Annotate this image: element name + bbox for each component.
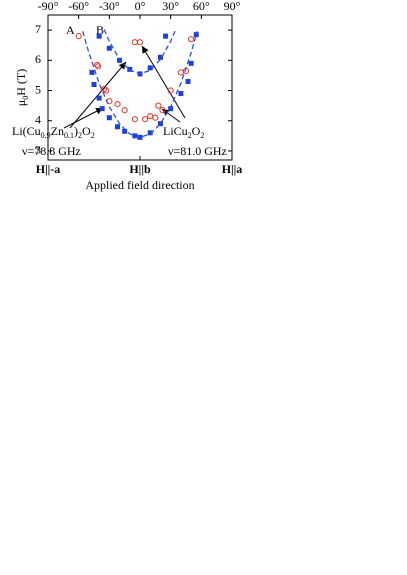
annotation-part: 2 [200, 131, 204, 140]
point [147, 130, 153, 136]
point [96, 33, 102, 39]
point [142, 116, 149, 123]
y-tick-label: 5 [35, 82, 41, 96]
x-tick-label: 0° [135, 0, 146, 13]
point [115, 124, 121, 130]
annotation-part: 2 [78, 131, 82, 140]
point [157, 121, 163, 127]
point [106, 115, 112, 121]
x-axis-title: Applied field direction [85, 178, 194, 192]
point [89, 69, 95, 75]
point [91, 81, 97, 87]
point [122, 128, 128, 134]
point [147, 65, 153, 71]
x-tick-label: H||b [129, 162, 151, 176]
point [103, 87, 110, 94]
y-tick-label: 7 [35, 22, 41, 36]
arrow [141, 45, 186, 119]
curve [82, 31, 198, 139]
annotation-part: 2 [91, 131, 95, 140]
annotation-part: 0.9 [41, 131, 51, 140]
x-tick-label: 60° [193, 0, 210, 13]
annotation-part: LiCu [163, 124, 188, 138]
annotation: A [66, 23, 75, 37]
point [152, 114, 159, 121]
annotation: Li(Cu0.9Zn0.1)2O2 [12, 124, 95, 140]
curve [103, 29, 177, 75]
annotation-part: O [192, 124, 201, 138]
y-axis-title-part: μ [14, 100, 28, 106]
annotation-part: 2 [188, 131, 192, 140]
point [114, 101, 121, 108]
point [127, 66, 133, 72]
point [131, 116, 138, 123]
annotation: ν=81.0 GHz [168, 144, 227, 158]
point [94, 63, 102, 70]
x-tick-label: H||a [222, 162, 243, 176]
point [188, 36, 195, 43]
point [163, 33, 169, 39]
annotation-part: Li(Cu [12, 124, 41, 138]
point [136, 39, 144, 46]
point [178, 91, 184, 97]
arrow [63, 107, 104, 129]
point [193, 32, 199, 38]
annotation-part: 0.1 [64, 131, 74, 140]
y-tick-label: 3 [35, 143, 41, 157]
point [155, 102, 162, 109]
point [177, 69, 184, 76]
annotation-part: Zn [51, 124, 64, 138]
point [93, 61, 101, 68]
point [147, 113, 154, 120]
y-axis-title: μ0H (T) [14, 69, 30, 106]
x-tick-label: H||-a [36, 162, 61, 176]
annotation-part: ) [74, 124, 78, 138]
point [106, 45, 112, 51]
y-axis-title-part: 0 [21, 96, 30, 100]
point [75, 33, 82, 40]
y-axis-title-part: H (T) [14, 69, 28, 96]
point [121, 107, 128, 114]
point [132, 133, 138, 139]
point [157, 54, 163, 60]
point [188, 60, 194, 66]
x-tick-label: -30° [99, 0, 120, 13]
annotation: LiCu2O2 [163, 124, 204, 140]
annotation: B [96, 23, 104, 37]
point [168, 106, 174, 112]
x-tick-label: 30° [162, 0, 179, 13]
arrow [69, 61, 127, 129]
point [99, 106, 105, 112]
y-tick-label: 6 [35, 52, 41, 66]
point [159, 107, 166, 114]
point [137, 134, 143, 140]
point [167, 87, 174, 94]
point [185, 78, 191, 84]
x-tick-label: 90° [224, 0, 241, 13]
point [96, 95, 102, 101]
point [131, 39, 138, 46]
x-tick-label: -60° [68, 0, 89, 13]
x-tick-label: -90° [38, 0, 59, 13]
y-tick-label: 4 [35, 112, 41, 126]
annotation-part: O [82, 124, 91, 138]
